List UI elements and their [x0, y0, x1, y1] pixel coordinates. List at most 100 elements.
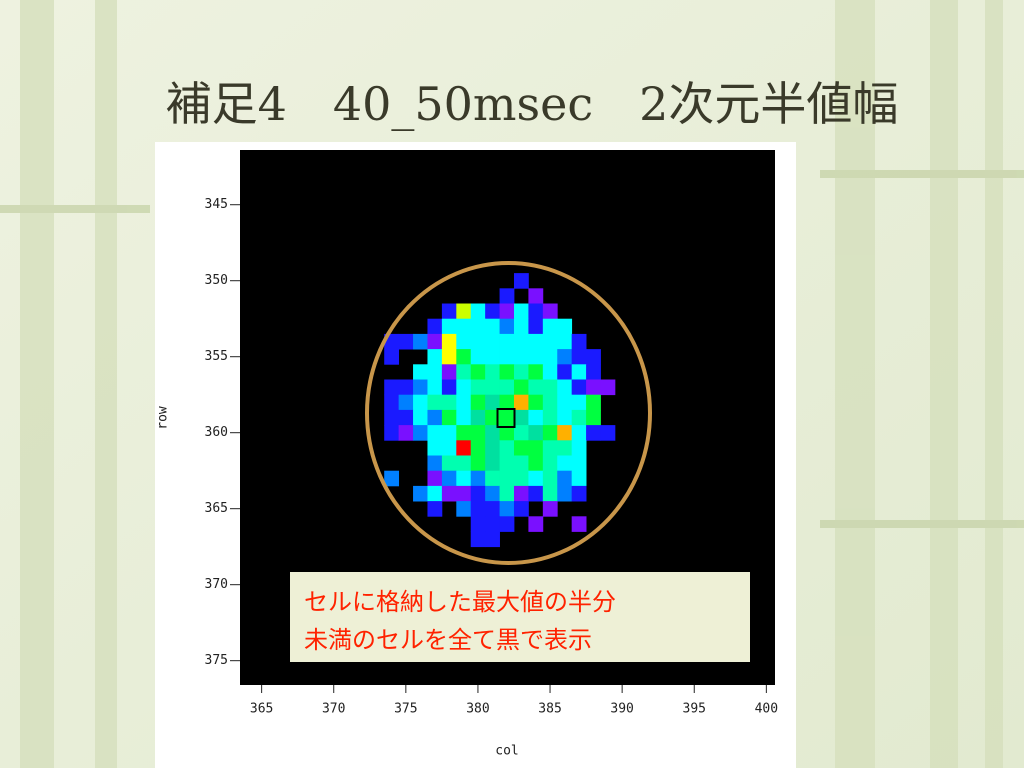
heat-cell — [600, 379, 616, 396]
heat-cell — [384, 470, 400, 487]
annotation-line: 未満のセルを全て黒で表示 — [304, 626, 592, 654]
heat-cell — [513, 349, 529, 365]
heat-cell — [485, 516, 500, 532]
heat-cell — [456, 394, 472, 411]
annotation-box — [290, 572, 750, 662]
heat-cell — [499, 485, 515, 502]
heat-cell — [571, 349, 587, 365]
heat-cell — [528, 485, 544, 502]
heat-cell — [528, 333, 544, 350]
heat-cell — [470, 364, 486, 380]
heat-cell — [600, 425, 616, 441]
heat-cell — [499, 303, 515, 320]
heat-cell — [456, 425, 472, 441]
heat-cell — [557, 379, 573, 396]
heat-cell — [427, 470, 443, 487]
heat-cell — [441, 485, 457, 502]
y-tick-label: 375 — [205, 653, 228, 668]
heat-cell — [441, 349, 457, 365]
heat-cell — [384, 349, 400, 365]
heat-cell — [485, 485, 500, 502]
heat-cell — [542, 501, 558, 517]
heat-cell — [456, 349, 472, 365]
heat-cell — [427, 485, 443, 502]
heat-cell — [557, 425, 573, 441]
heat-cell — [528, 303, 544, 320]
heat-cell — [485, 409, 500, 426]
heat-cell — [542, 440, 558, 456]
annotation-line: セルに格納した最大値の半分 — [304, 588, 616, 616]
heat-cell — [384, 425, 400, 441]
y-tick-label: 370 — [205, 577, 228, 592]
heat-cell — [427, 394, 443, 411]
heat-cell — [441, 303, 457, 320]
y-tick-label: 350 — [205, 273, 228, 288]
heat-cell — [427, 425, 443, 441]
heat-cell — [470, 318, 486, 335]
heat-cell — [427, 333, 443, 350]
heat-cell — [542, 485, 558, 502]
heat-cell — [470, 531, 486, 548]
peak-cell-highlight — [496, 408, 516, 428]
heat-cell — [499, 501, 515, 517]
x-tick-label: 370 — [322, 702, 345, 717]
heat-cell — [586, 409, 601, 426]
heat-cell — [557, 364, 573, 380]
heat-cell — [441, 394, 457, 411]
heat-cell — [485, 470, 500, 487]
heat-cell — [586, 394, 601, 411]
heat-cell — [485, 455, 500, 472]
heat-cell — [413, 485, 428, 502]
heat-cell — [398, 409, 414, 426]
heat-cell — [542, 364, 558, 380]
heat-cell — [427, 409, 443, 426]
heat-cell — [513, 303, 529, 320]
heat-cell — [513, 333, 529, 350]
heat-cell — [470, 501, 486, 517]
heat-cell — [557, 485, 573, 502]
heat-cell — [542, 394, 558, 411]
heat-cell — [586, 364, 601, 380]
heat-cell — [557, 470, 573, 487]
x-tick-label: 380 — [466, 702, 489, 717]
heat-cell — [557, 440, 573, 456]
heat-cell — [499, 349, 515, 365]
heat-cell — [528, 379, 544, 396]
heat-cell — [557, 333, 573, 350]
heat-cell — [499, 455, 515, 472]
heat-cell — [571, 455, 587, 472]
heat-cell — [441, 425, 457, 441]
heat-cell — [499, 516, 515, 532]
heat-cell — [441, 379, 457, 396]
heat-cell — [398, 333, 414, 350]
heat-cell — [513, 394, 529, 411]
heat-cell — [542, 425, 558, 441]
heat-cell — [542, 303, 558, 320]
heat-cell — [542, 455, 558, 472]
heat-cell — [470, 394, 486, 411]
heat-cell — [456, 485, 472, 502]
heat-cell — [441, 364, 457, 380]
heat-cell — [427, 349, 443, 365]
heat-cell — [513, 470, 529, 487]
y-tick-label: 355 — [205, 349, 228, 364]
x-tick-label: 395 — [683, 702, 706, 717]
heat-cell — [586, 425, 601, 441]
heat-cell — [557, 455, 573, 472]
heat-cell — [398, 425, 414, 441]
heat-cell — [528, 318, 544, 335]
heat-cell — [485, 333, 500, 350]
y-tick-label: 365 — [205, 501, 228, 516]
heat-cell — [485, 394, 500, 411]
heat-cell — [427, 455, 443, 472]
heat-cell — [499, 409, 515, 426]
heat-cell — [586, 379, 601, 396]
heat-cell — [441, 440, 457, 456]
heat-cell — [413, 425, 428, 441]
heat-cell — [499, 440, 515, 456]
fwhm-circle — [365, 261, 652, 565]
heat-cell — [528, 394, 544, 411]
heat-cell — [513, 379, 529, 396]
